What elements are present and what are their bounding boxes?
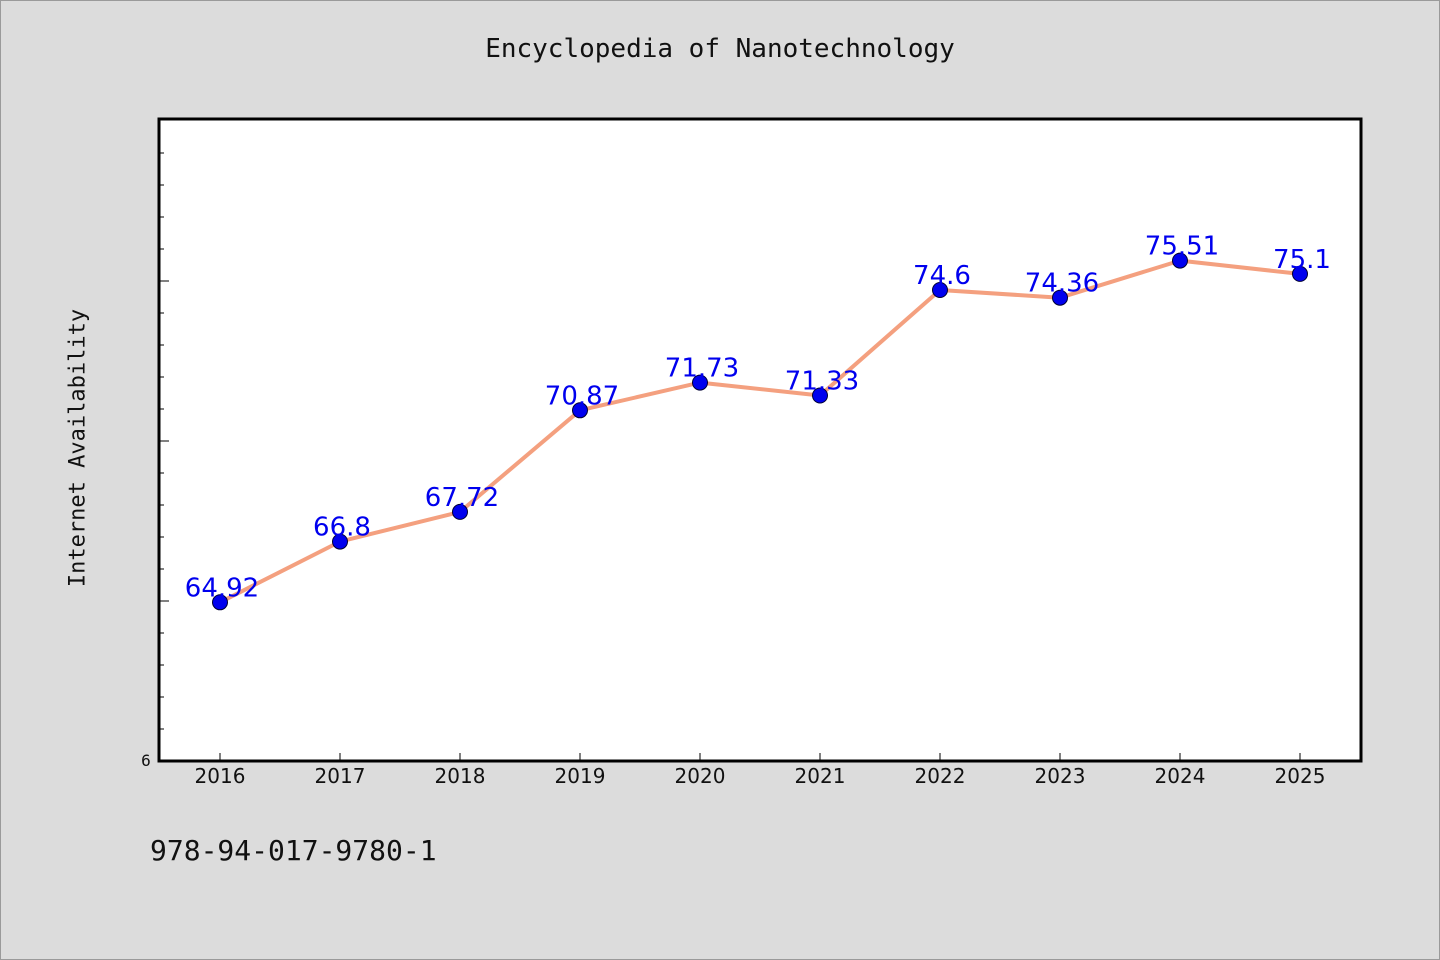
x-tick-label: 2024 [1155, 764, 1206, 788]
data-label: 74.36 [1025, 269, 1099, 299]
data-labels: 64.92 66.8 67.72 70.87 71.73 71.33 74.6 74.36 75… [185, 232, 1331, 604]
x-axis-ticks [219, 753, 1301, 761]
isbn-footer: 978-94-017-9780-1 [150, 834, 437, 867]
x-tick-label: 2016 [195, 764, 246, 788]
data-point [1292, 265, 1308, 282]
data-point [1052, 289, 1068, 306]
data-point [212, 594, 228, 611]
data-label: 75.51 [1145, 232, 1219, 262]
data-point [812, 387, 828, 404]
x-axis-tick-labels: 2016 2017 2018 2019 2020 2021 2022 2023 2024 2025 [195, 764, 1326, 788]
x-tick-label: 2018 [435, 764, 486, 788]
x-tick-label: 2025 [1275, 764, 1326, 788]
data-point [932, 282, 948, 298]
y-axis-ticks [159, 152, 169, 730]
y-tick-label: 6 [141, 751, 151, 770]
data-point [452, 503, 468, 520]
data-label: 70.87 [545, 381, 619, 411]
plot-area [157, 117, 1363, 763]
x-tick-label: 2022 [915, 764, 966, 788]
series-line [218, 258, 1302, 605]
data-label: 67.72 [425, 483, 499, 513]
data-label: 74.6 [913, 261, 971, 291]
x-tick-label: 2019 [555, 764, 606, 788]
data-markers [212, 252, 1308, 611]
data-label: 75.1 [1273, 245, 1331, 275]
data-point [692, 374, 708, 391]
data-point [1172, 252, 1188, 269]
data-label: 71.33 [785, 367, 859, 397]
chart-title: Encyclopedia of Nanotechnology [485, 34, 955, 64]
x-tick-label: 2023 [1035, 764, 1086, 788]
x-tick-label: 2017 [315, 764, 366, 788]
series-group [218, 258, 1302, 605]
data-point [572, 402, 588, 419]
x-tick-label: 2021 [795, 764, 846, 788]
data-point [332, 533, 348, 550]
x-tick-label: 2020 [675, 764, 726, 788]
data-label: 64.92 [185, 573, 259, 603]
data-label: 66.8 [313, 513, 371, 543]
data-label: 71.73 [665, 354, 739, 384]
